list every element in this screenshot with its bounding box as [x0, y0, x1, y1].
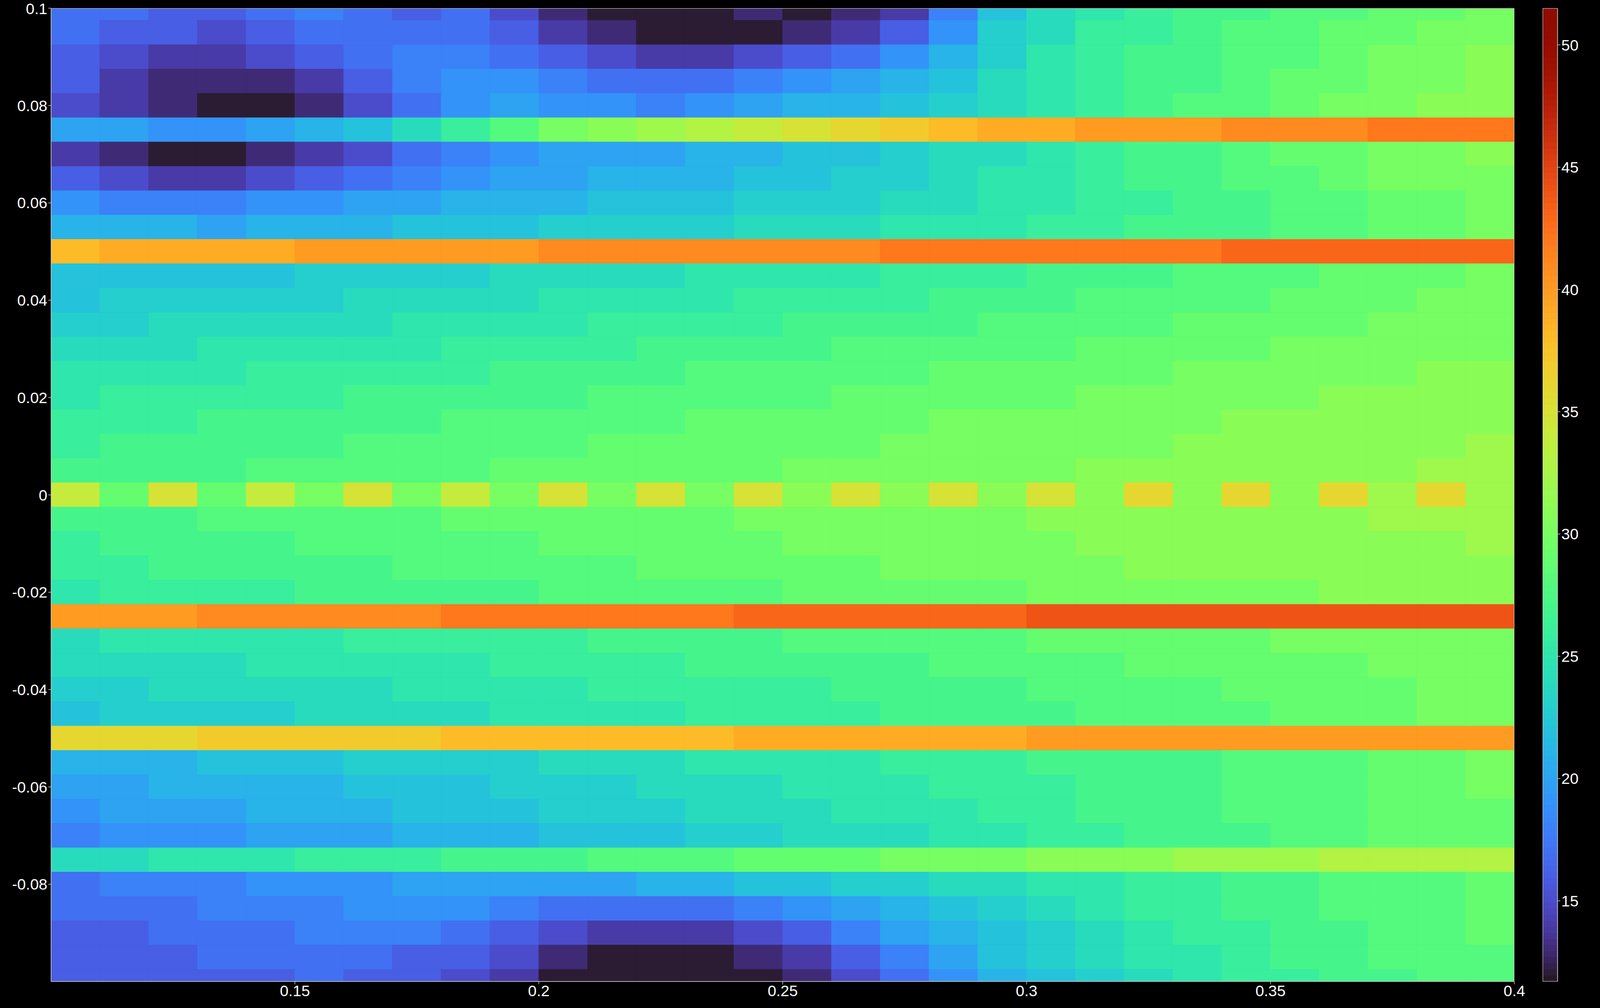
svg-text:0.06: 0.06 [17, 194, 48, 212]
svg-text:0: 0 [38, 486, 48, 504]
svg-text:-0.04: -0.04 [12, 680, 48, 699]
svg-text:0.35: 0.35 [1255, 981, 1286, 1000]
svg-text:0.3: 0.3 [1015, 981, 1038, 1000]
svg-text:15: 15 [1561, 892, 1579, 910]
svg-text:0.2: 0.2 [527, 981, 550, 1000]
svg-text:25: 25 [1561, 647, 1579, 665]
svg-text:0.15: 0.15 [279, 981, 310, 1000]
svg-text:-0.06: -0.06 [12, 778, 48, 796]
svg-text:0.04: 0.04 [17, 291, 48, 309]
svg-text:40: 40 [1561, 281, 1579, 299]
svg-text:0.08: 0.08 [17, 97, 48, 115]
svg-text:20: 20 [1561, 769, 1579, 788]
svg-text:35: 35 [1561, 403, 1579, 421]
svg-text:30: 30 [1561, 525, 1579, 543]
svg-text:-0.02: -0.02 [12, 583, 48, 601]
svg-text:0.4: 0.4 [1503, 981, 1525, 1000]
svg-text:0.25: 0.25 [767, 981, 798, 1000]
svg-text:50: 50 [1561, 36, 1579, 54]
svg-text:0.1: 0.1 [25, 0, 48, 18]
svg-text:-0.08: -0.08 [12, 875, 48, 893]
svg-text:0.02: 0.02 [17, 388, 48, 407]
svg-text:45: 45 [1561, 158, 1579, 176]
